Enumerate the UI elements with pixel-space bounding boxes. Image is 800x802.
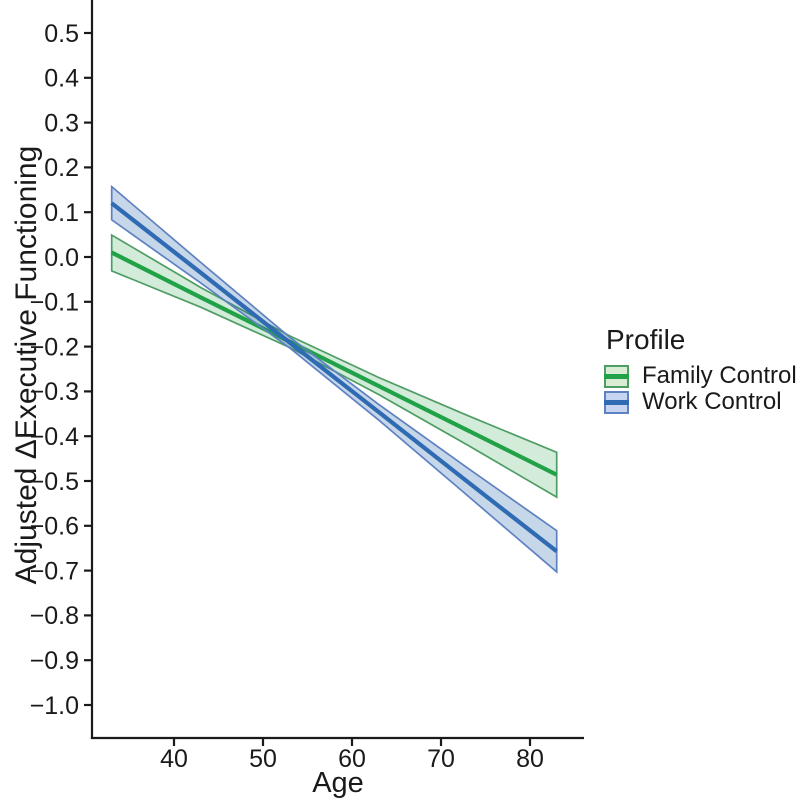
- y-tick-label: 0.5: [44, 20, 79, 48]
- family-control-key-line-icon: [604, 373, 629, 379]
- y-tick-label: −0.1: [30, 289, 79, 317]
- y-tick-label: 0.4: [44, 65, 79, 93]
- x-axis-title: Age: [312, 767, 364, 799]
- y-tick-label: −0.4: [30, 423, 79, 451]
- family-control-key-swatch: [604, 364, 629, 388]
- x-tick-label: 80: [516, 745, 544, 773]
- y-tick-label: −0.3: [30, 378, 79, 406]
- y-tick-label: −0.7: [30, 557, 79, 585]
- y-tick-label: −0.5: [30, 468, 79, 496]
- y-tick-label: 0.1: [44, 199, 79, 227]
- y-tick-label: 0.2: [44, 154, 79, 182]
- trend-line-1: [110, 201, 558, 553]
- y-tick-label: −0.6: [30, 513, 79, 541]
- y-tick-label: 0.3: [44, 109, 79, 137]
- legend-item-work-control: Work Control: [604, 388, 797, 416]
- legend-label-work-control: Work Control: [642, 388, 782, 416]
- x-tick-label: 60: [338, 745, 366, 773]
- trend-lines: [110, 184, 558, 574]
- legend-label-family-control: Family Control: [642, 362, 797, 390]
- work-control-key-line-icon: [604, 399, 629, 405]
- y-tick-label: −1.0: [30, 692, 79, 720]
- y-tick-label: −0.2: [30, 333, 79, 361]
- y-axis-title: Adjusted ΔExecutive Functioning: [10, 145, 43, 585]
- y-tick-label: 0.0: [44, 244, 79, 272]
- x-tick-label: 40: [160, 745, 188, 773]
- trend-line-0: [110, 250, 558, 477]
- x-tick-label: 70: [427, 745, 455, 773]
- legend-title: Profile: [606, 324, 686, 355]
- legend-item-family-control: Family Control: [604, 362, 797, 390]
- y-tick-label: −0.8: [30, 602, 79, 630]
- legend: Profile Family Control Work Control: [604, 324, 797, 417]
- axes: 0.5 0.4 0.3 0.2 0.1 0.0 −0.1 −0.2 −0.3 −0.4 −0.5 −0…: [30, 0, 584, 773]
- y-tick-label: −0.9: [30, 647, 79, 675]
- x-tick-label: 50: [249, 745, 277, 773]
- work-control-key-swatch: [604, 390, 629, 414]
